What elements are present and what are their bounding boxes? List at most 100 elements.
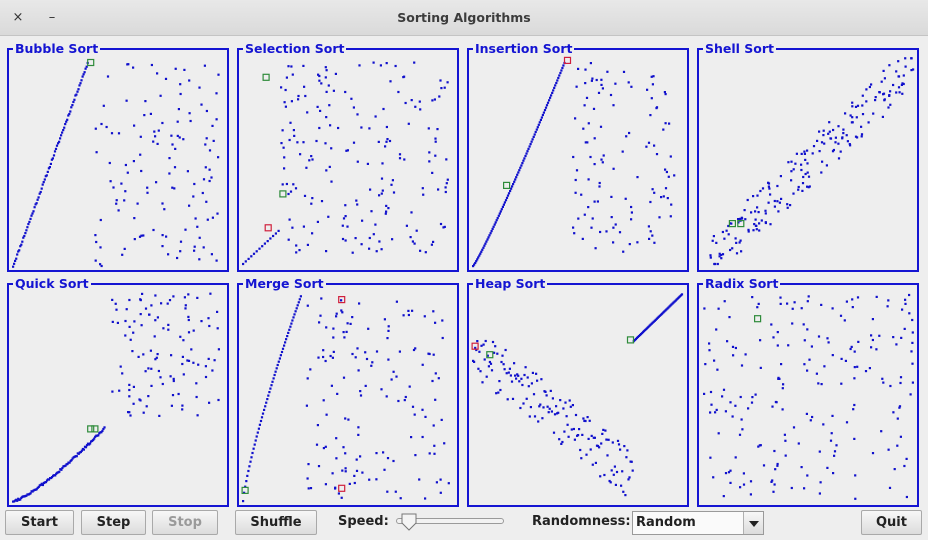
close-icon[interactable]: ×: [12, 10, 24, 25]
data-point: [17, 497, 20, 500]
data-point: [398, 157, 402, 160]
data-point: [806, 185, 809, 188]
data-point: [24, 232, 27, 235]
data-point: [723, 237, 726, 240]
data-point: [58, 470, 61, 473]
speed-slider-track[interactable]: [396, 518, 504, 524]
data-point: [764, 209, 767, 212]
data-point: [128, 388, 131, 392]
data-point: [320, 297, 323, 300]
data-point: [605, 438, 608, 441]
data-point: [154, 294, 157, 297]
data-point: [898, 91, 901, 94]
data-point: [620, 484, 623, 487]
data-point: [508, 367, 511, 370]
data-point: [888, 486, 892, 489]
data-point: [124, 163, 127, 167]
data-point: [356, 203, 359, 206]
data-point: [875, 348, 878, 351]
data-point: [154, 319, 157, 322]
data-point: [880, 430, 883, 433]
data-point: [297, 94, 300, 98]
data-point: [392, 191, 396, 194]
data-point: [75, 93, 78, 96]
data-point: [210, 253, 213, 256]
data-point: [366, 162, 369, 165]
data-point: [317, 465, 321, 468]
data-point: [488, 360, 491, 364]
data-point: [49, 162, 52, 165]
start-button[interactable]: Start: [5, 510, 74, 535]
data-point: [581, 237, 584, 240]
data-point: [306, 111, 309, 114]
data-point: [70, 106, 73, 109]
data-point: [168, 157, 171, 160]
data-point: [136, 202, 139, 205]
data-point: [124, 334, 127, 337]
data-point: [48, 166, 51, 169]
data-point: [860, 135, 863, 138]
data-point: [553, 413, 557, 416]
data-point: [717, 307, 720, 310]
data-point: [626, 449, 629, 452]
data-point: [173, 166, 177, 169]
data-point: [79, 450, 82, 454]
data-point: [584, 82, 587, 85]
data-point: [184, 304, 187, 307]
data-point: [183, 68, 186, 71]
quit-button[interactable]: Quit: [861, 510, 922, 535]
highlight-marker: [626, 336, 635, 344]
data-point: [100, 431, 103, 434]
speed-slider-thumb[interactable]: [401, 513, 417, 531]
data-point: [475, 348, 478, 352]
data-point: [735, 252, 739, 255]
data-point: [599, 230, 602, 234]
stop-button[interactable]: Stop: [152, 510, 218, 535]
data-point: [152, 228, 155, 232]
data-point: [217, 348, 220, 351]
data-point: [781, 408, 784, 411]
data-point: [503, 201, 506, 204]
data-point: [800, 307, 803, 310]
data-point: [782, 383, 785, 386]
randomness-select[interactable]: Random: [632, 511, 764, 535]
data-point: [428, 452, 431, 455]
data-point: [854, 474, 857, 477]
chevron-down-icon[interactable]: [743, 512, 763, 534]
data-point: [138, 398, 141, 401]
data-point: [501, 354, 504, 357]
data-point: [128, 395, 131, 398]
data-point: [754, 218, 757, 221]
step-button[interactable]: Step: [81, 510, 146, 535]
data-point: [382, 451, 385, 454]
data-point: [423, 315, 426, 318]
data-point: [834, 136, 837, 139]
data-point: [276, 363, 279, 367]
data-point: [844, 112, 847, 115]
shuffle-button[interactable]: Shuffle: [235, 510, 317, 535]
data-point: [181, 408, 184, 411]
data-point: [344, 239, 347, 242]
data-point: [63, 126, 66, 129]
data-point: [856, 104, 860, 107]
data-point: [380, 248, 383, 251]
data-point: [302, 225, 305, 228]
data-point: [783, 433, 786, 436]
data-point: [495, 219, 498, 222]
minimize-icon[interactable]: –: [48, 10, 56, 25]
data-point: [871, 452, 875, 455]
data-point: [374, 115, 377, 118]
data-point: [290, 65, 293, 68]
data-point: [412, 348, 416, 352]
data-point: [505, 372, 508, 375]
data-point: [738, 217, 742, 220]
data-point: [265, 401, 268, 404]
data-point: [390, 183, 393, 186]
data-point: [568, 399, 571, 402]
data-point: [646, 88, 649, 91]
data-point: [490, 230, 493, 233]
data-point: [886, 305, 889, 308]
data-point: [578, 428, 581, 431]
data-point: [911, 318, 914, 322]
data-point: [121, 372, 124, 375]
